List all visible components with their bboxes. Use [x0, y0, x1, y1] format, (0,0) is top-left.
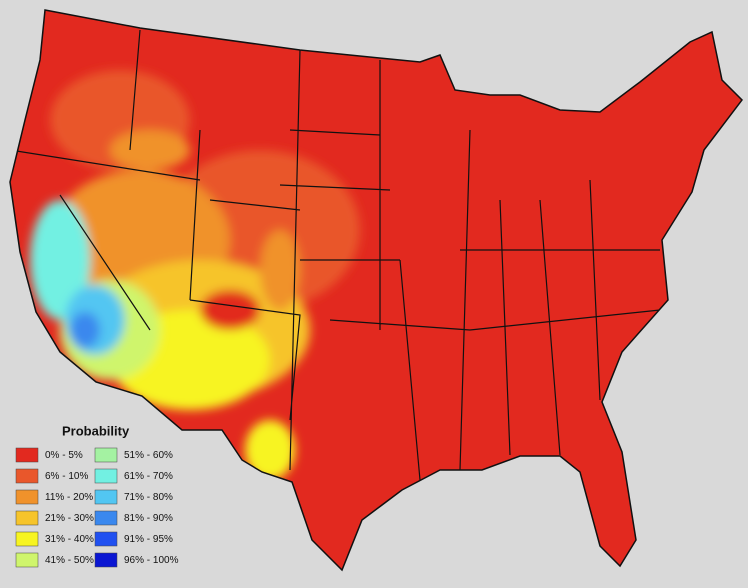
legend-swatch	[15, 531, 39, 547]
legend-label: 31% - 40%	[45, 534, 94, 545]
legend-swatch	[15, 552, 39, 568]
legend-swatch	[94, 489, 118, 505]
legend-swatch	[94, 468, 118, 484]
legend-swatch	[94, 510, 118, 526]
zone	[110, 130, 190, 170]
legend-swatch	[15, 468, 39, 484]
legend-title: Probability	[62, 423, 130, 438]
zone	[200, 290, 260, 330]
legend-swatch	[94, 447, 118, 463]
legend-swatch	[15, 489, 39, 505]
legend: 0% - 5% 6% - 10% 11% - 20% 21% - 30% 31% - 4…	[15, 447, 179, 568]
legend-label: 91% - 95%	[124, 534, 173, 545]
legend-label: 96% - 100%	[124, 555, 179, 566]
zone	[245, 420, 295, 480]
legend-label: 61% - 70%	[124, 471, 173, 482]
legend-label: 6% - 10%	[45, 471, 88, 482]
national-border	[9, 9, 743, 572]
legend-label: 0% - 5%	[45, 450, 83, 461]
legend-label: 41% - 50%	[45, 555, 94, 566]
legend-swatch	[94, 531, 118, 547]
legend-swatch	[15, 447, 39, 463]
state-borders	[10, 29, 661, 481]
legend-label: 21% - 30%	[45, 513, 94, 524]
zone	[70, 312, 100, 348]
zone	[30, 200, 90, 320]
legend-label: 71% - 80%	[124, 492, 173, 503]
legend-swatch	[15, 510, 39, 526]
legend-label: 11% - 20%	[45, 492, 93, 503]
probability-field	[30, 70, 360, 480]
zone	[260, 230, 300, 310]
legend-swatch	[94, 552, 118, 568]
legend-label: 81% - 90%	[124, 513, 173, 524]
legend-label: 51% - 60%	[124, 450, 173, 461]
